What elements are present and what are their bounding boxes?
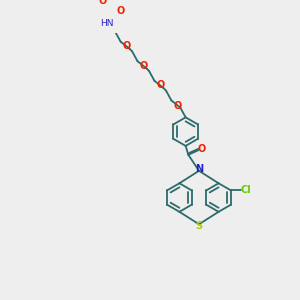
Text: O: O — [157, 80, 165, 90]
Text: Cl: Cl — [241, 185, 251, 195]
Text: N: N — [195, 164, 203, 174]
Text: HN: HN — [100, 19, 114, 28]
Text: S: S — [195, 221, 203, 231]
Text: O: O — [123, 41, 131, 51]
Text: O: O — [140, 61, 148, 71]
Text: O: O — [197, 143, 206, 154]
Text: O: O — [99, 0, 107, 6]
Text: O: O — [173, 101, 182, 111]
Text: O: O — [116, 6, 125, 16]
